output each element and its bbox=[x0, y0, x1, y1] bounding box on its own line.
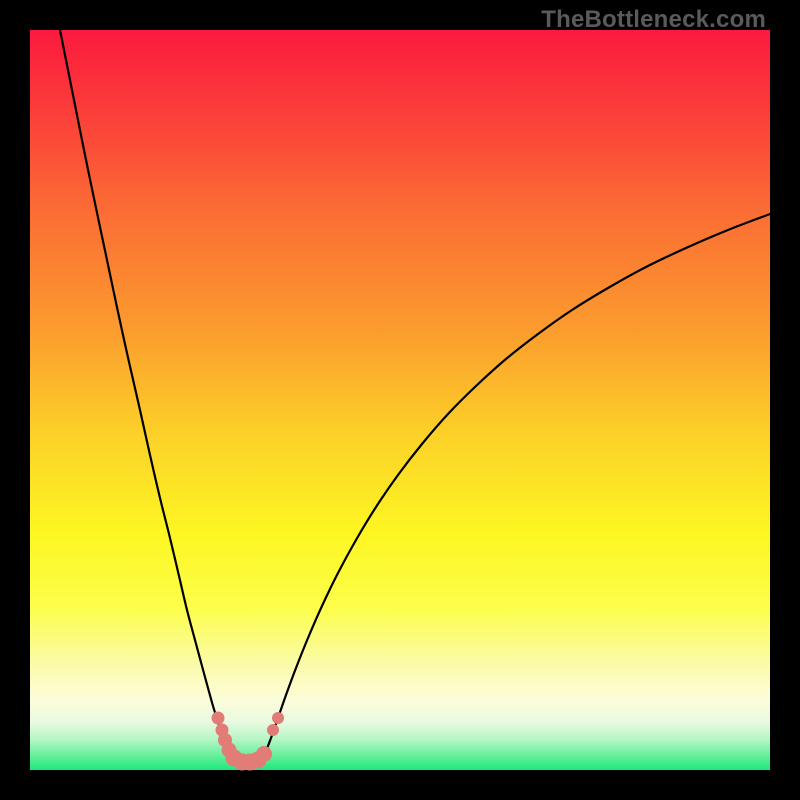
watermark-label: TheBottleneck.com bbox=[541, 6, 766, 34]
chart-frame: TheBottleneck.com bbox=[0, 0, 800, 800]
valley-marker bbox=[267, 724, 279, 736]
plot-background bbox=[30, 30, 770, 770]
valley-marker bbox=[212, 712, 225, 725]
valley-marker bbox=[256, 746, 272, 762]
valley-marker bbox=[272, 712, 284, 724]
bottleneck-curve-chart bbox=[0, 0, 800, 800]
